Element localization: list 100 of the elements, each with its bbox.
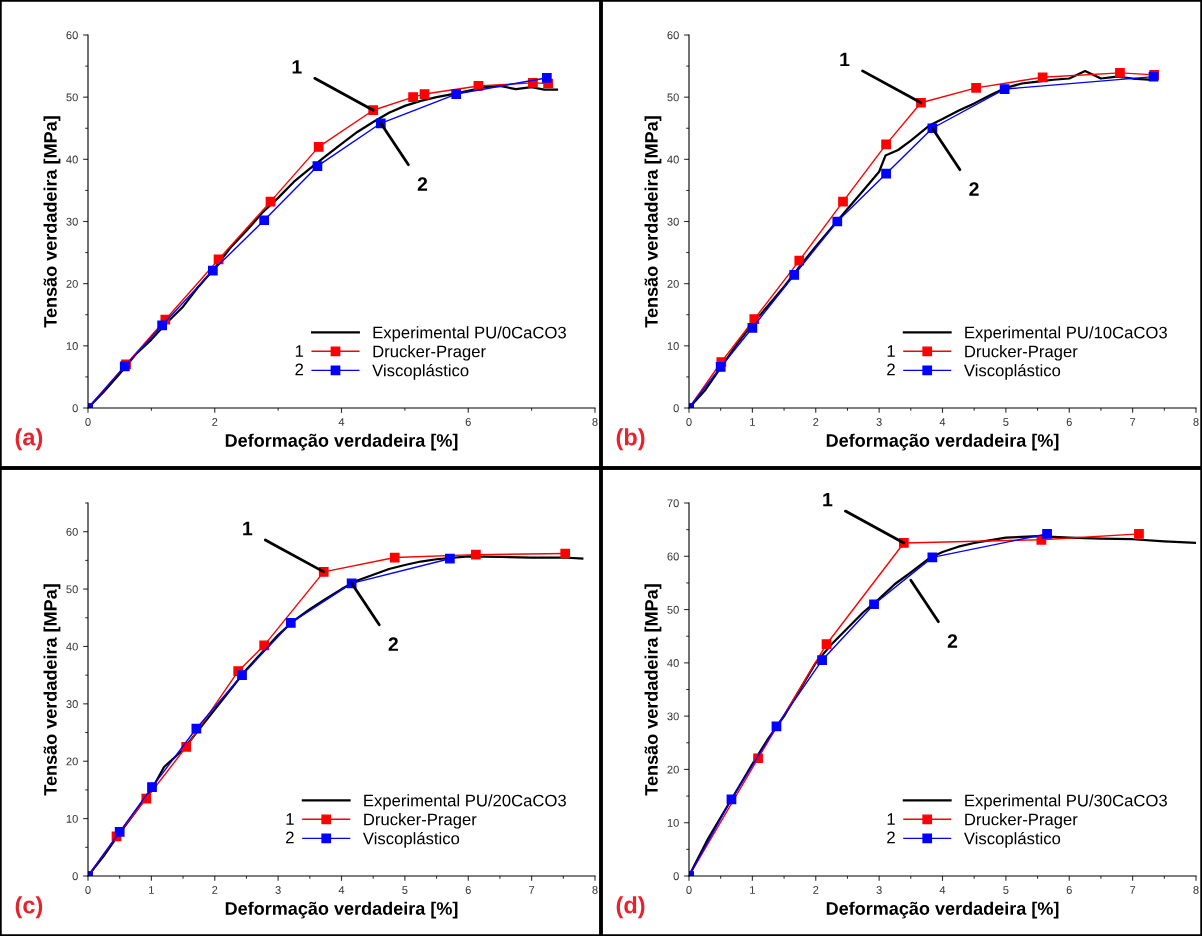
legend-label: Drucker-Prager [373,345,486,361]
y-tick-label: 60 [66,31,78,40]
x-tick-label: 0 [686,886,692,894]
x-tick-label: 2 [212,418,218,426]
text: 2 [286,831,294,844]
y-tick-label: 0 [72,404,78,413]
x-tick-label: 2 [212,886,218,894]
text: 2 [887,831,895,844]
x-tick-label: 8 [1193,886,1199,894]
x-tick-label: 5 [402,886,408,894]
y-tick-label: 20 [66,279,78,288]
text: (b) [616,428,645,451]
x-tick-label: 6 [465,418,471,426]
x-tick-label: 4 [939,886,946,894]
y-tick-label: 40 [66,642,78,651]
x-tick-label: 2 [813,418,819,426]
legend-label: Drucker-Prager [965,345,1078,361]
x-tick-label: 6 [1066,886,1072,894]
x-tick-label: 0 [686,418,692,426]
annotation: 2 [947,634,958,648]
text: (a) [15,428,43,451]
y-tick-label: 20 [667,279,679,288]
y-tick-label: 10 [66,342,78,350]
y-tick-label: 50 [667,605,679,614]
x-tick-label: 5 [1003,418,1009,426]
text: (d) [616,896,645,919]
x-tick-label: 2 [813,886,819,894]
legend-label: Drucker-Prager [364,813,477,829]
x-axis-title: Deformação verdadeira [%] [826,901,1059,919]
x-tick-label: 4 [939,418,946,426]
text: 1 [887,813,895,825]
x-tick-label: 7 [529,886,535,894]
y-tick-label: 30 [66,700,78,708]
legend-label: Experimental PU/30CaCO3 [965,794,1167,810]
y-tick-label: 40 [667,155,679,164]
y-tick-label: 0 [673,404,679,413]
x-tick-label: 8 [592,418,598,426]
y-axis-title: Tensão verdadeira [MPa] [43,116,61,328]
annotation: 1 [840,52,850,67]
y-tick-label: 20 [66,757,78,766]
y-tick-label: 60 [667,552,679,561]
y-tick-label: 10 [66,814,78,823]
x-tick-label: 3 [876,418,882,426]
y-tick-label: 0 [673,872,679,881]
x-tick-label: 6 [1066,418,1072,426]
x-tick-label: 3 [876,886,882,894]
y-tick-label: 30 [667,217,679,226]
x-tick-label: 1 [750,418,755,426]
legend-label: Experimental PU/10CaCO3 [965,326,1167,342]
annotation: 2 [969,182,979,196]
legend-label: Viscoplástico [362,831,460,848]
text: (c) [15,896,43,919]
y-axis-title: Tensão verdadeira [MPa] [644,116,662,328]
y-tick-label: 40 [66,155,78,164]
text: 2 [295,363,304,376]
legend-label: Drucker-Prager [965,813,1078,829]
x-tick-label: 8 [592,886,598,894]
annotation: 1 [243,521,253,536]
legend-label: Experimental PU/20CaCO3 [364,794,566,810]
x-tick-label: 1 [750,886,755,894]
text: 1 [887,345,895,357]
x-tick-label: 3 [275,886,281,894]
y-tick-label: 50 [667,93,679,102]
annotation: 1 [292,60,302,74]
text: 1 [286,813,294,825]
y-tick-label: 70 [667,499,679,508]
legend-label: Viscoplástico [963,831,1061,848]
y-tick-label: 50 [66,585,78,594]
x-axis-title: Deformação verdadeira [%] [826,433,1059,451]
legend-label: Viscoplástico [372,363,469,380]
y-axis-title: Tensão verdadeira [MPa] [43,584,61,796]
x-axis-title: Deformação verdadeira [%] [225,901,458,919]
y-tick-label: 30 [667,712,679,721]
y-tick-label: 20 [667,765,679,774]
x-axis-title: Deformação verdadeira [%] [225,433,458,451]
x-tick-label: 8 [1193,418,1199,426]
y-tick-label: 10 [667,818,679,827]
text: 1 [295,345,304,357]
y-tick-label: 0 [72,872,78,881]
y-tick-label: 60 [66,527,78,536]
annotation: 2 [388,637,398,651]
x-tick-label: 5 [1003,886,1009,894]
y-tick-label: 10 [667,342,679,350]
x-tick-label: 4 [338,886,345,894]
x-tick-label: 0 [85,418,91,426]
x-tick-label: 7 [1130,886,1136,894]
annotation: 2 [417,177,428,191]
x-tick-label: 7 [1130,418,1136,426]
x-tick-label: 6 [465,886,471,894]
y-tick-label: 40 [667,659,679,667]
y-axis-title: Tensão verdadeira [MPa] [644,584,662,796]
y-tick-label: 30 [66,217,78,226]
x-tick-label: 1 [149,886,154,894]
x-tick-label: 0 [85,886,91,894]
y-tick-label: 50 [66,93,78,102]
annotation: 1 [823,492,833,507]
legend-label: Experimental PU/0CaCO3 [373,326,566,342]
text: 2 [887,363,895,376]
x-tick-label: 4 [338,418,345,426]
legend-label: Viscoplástico [963,363,1061,380]
